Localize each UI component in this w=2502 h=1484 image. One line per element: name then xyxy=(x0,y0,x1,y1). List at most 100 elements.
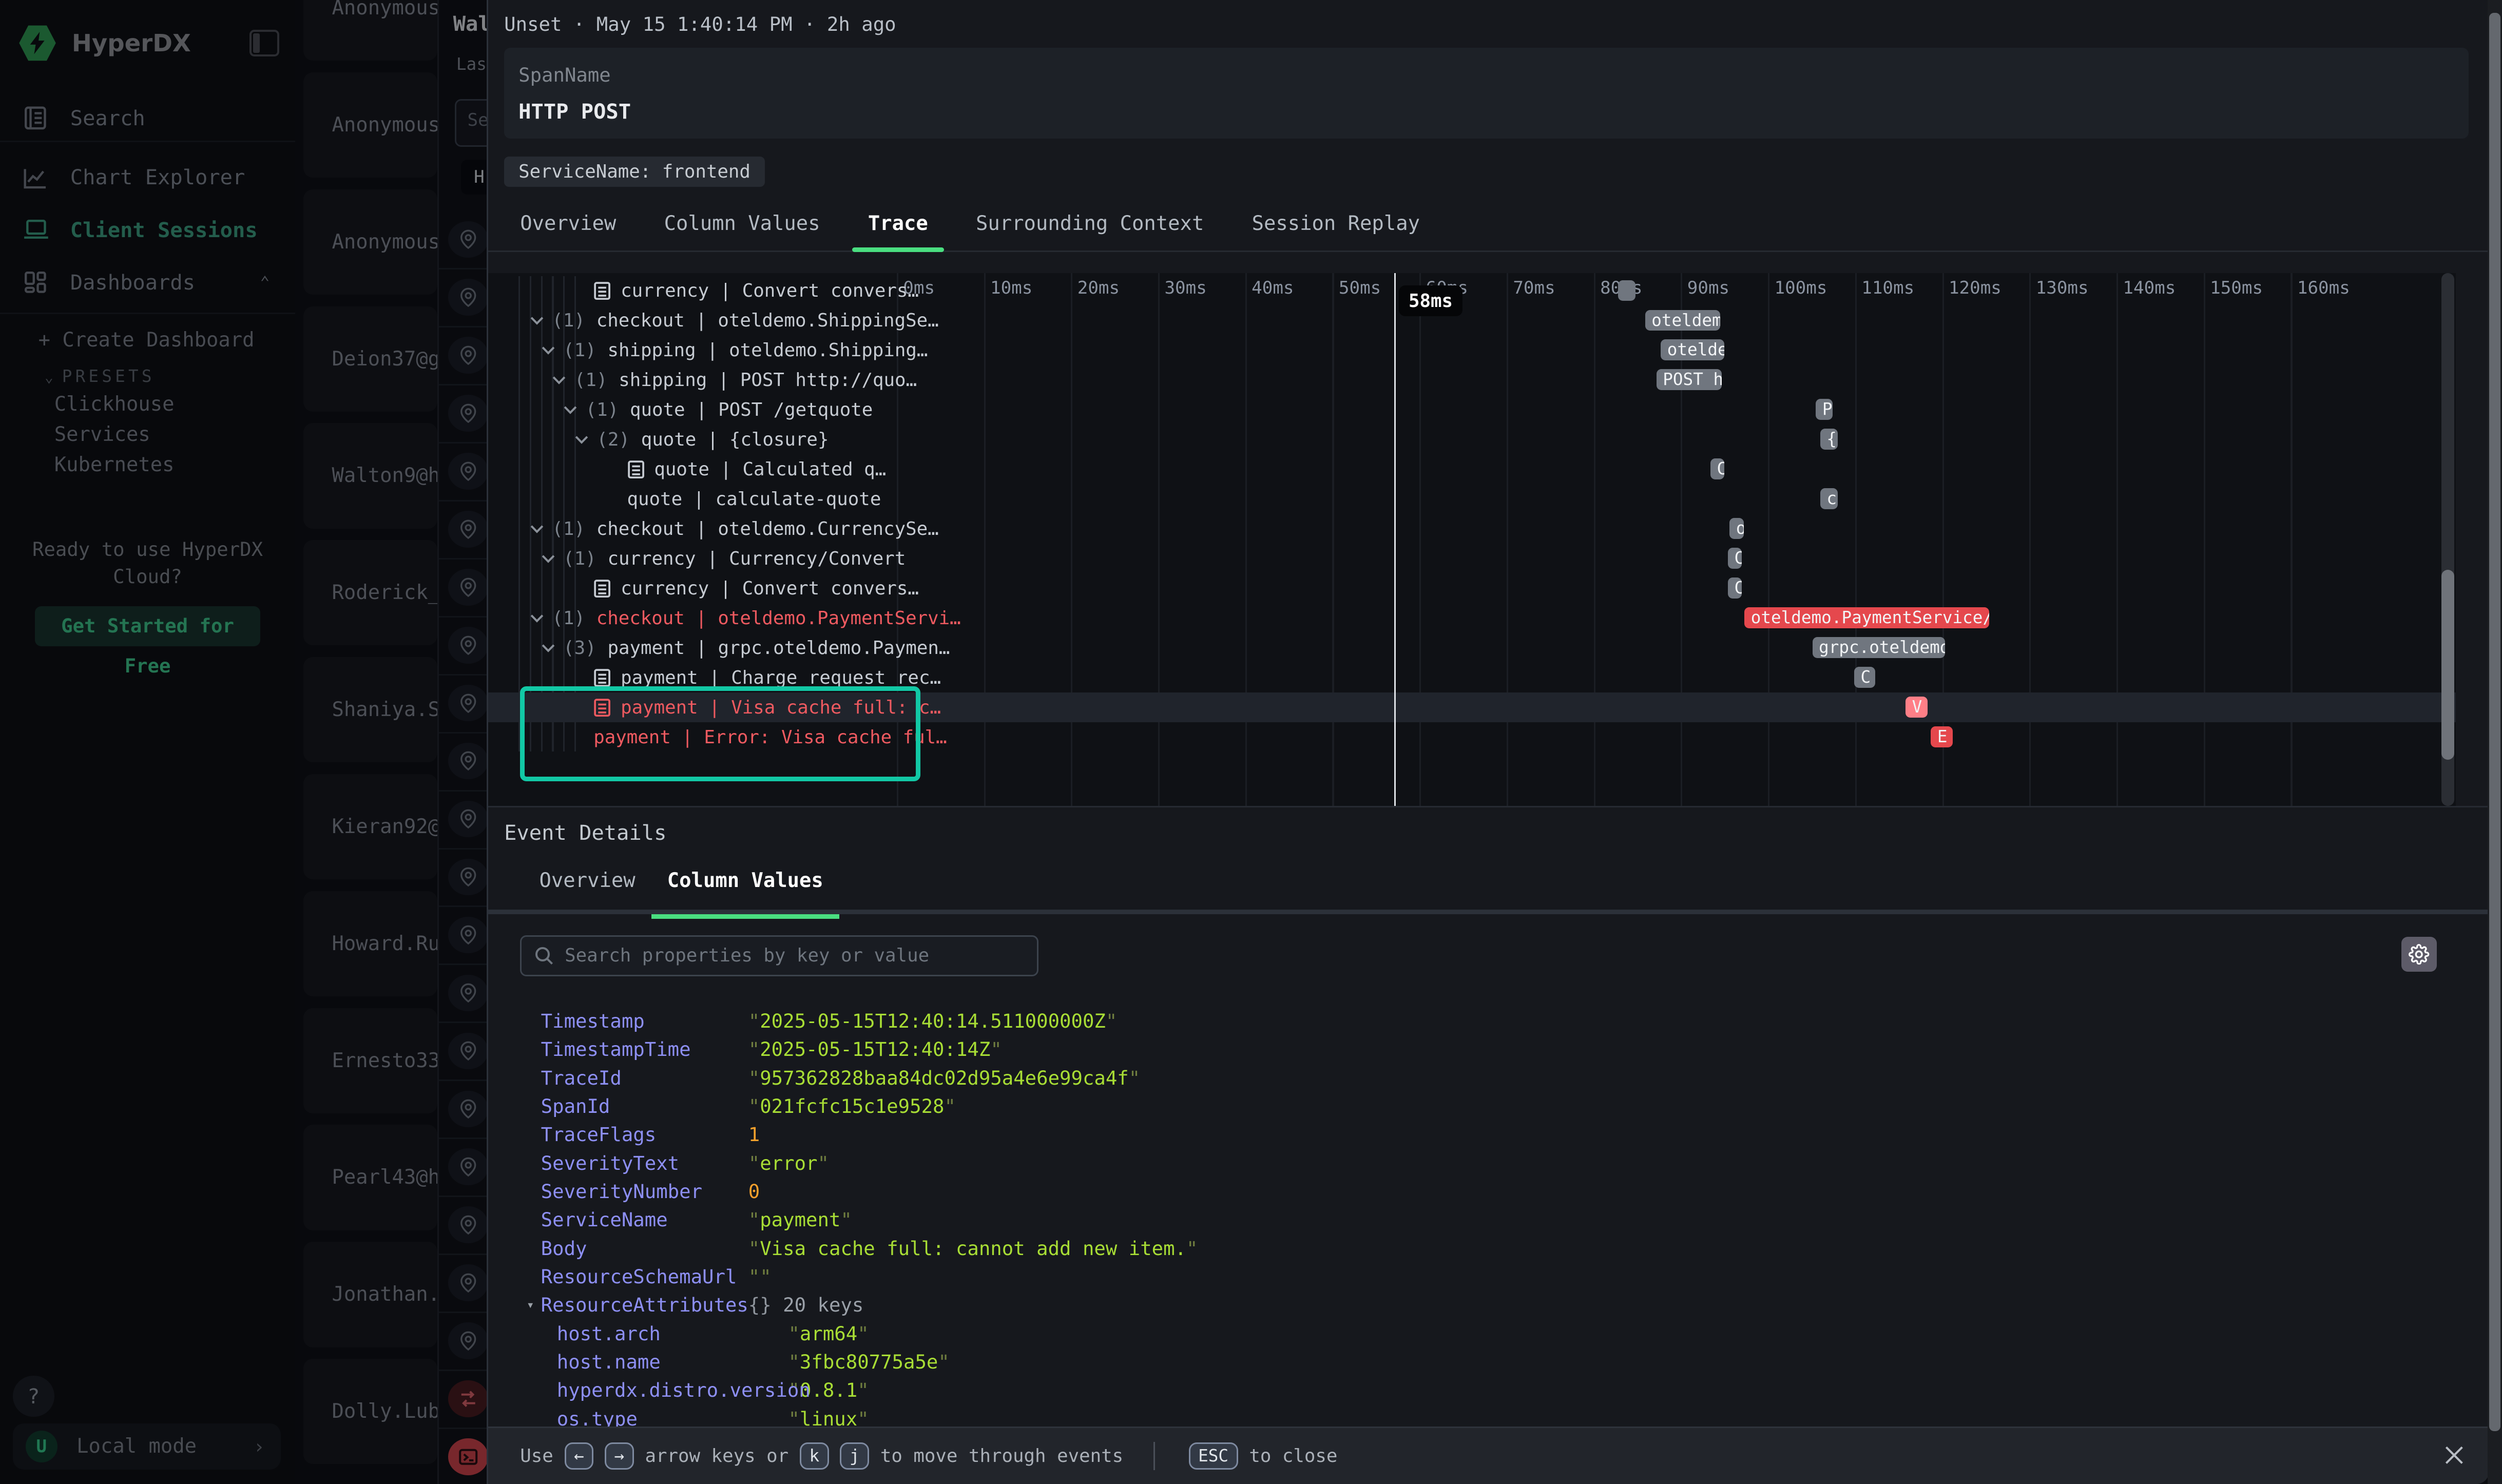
location-pin-icon[interactable] xyxy=(448,684,489,722)
location-pin-icon[interactable] xyxy=(448,1322,489,1359)
session-card[interactable]: Anonymous xyxy=(303,0,437,61)
location-pin-icon[interactable] xyxy=(448,1206,489,1243)
location-pin-icon[interactable] xyxy=(448,279,489,316)
trace-span-row[interactable]: (1) quote | POST /getquote P xyxy=(488,395,2456,425)
sidebar-preset-item[interactable]: Kubernetes xyxy=(54,453,175,476)
trace-span-row[interactable]: payment | Visa cache full: c… V xyxy=(488,692,2456,723)
modal-backdrop[interactable] xyxy=(0,0,487,1484)
terminal-icon[interactable] xyxy=(448,1438,489,1475)
property-row[interactable]: TraceFlags 1 xyxy=(541,1121,760,1149)
trace-span-row[interactable]: (1) shipping | POST http://quo… POST h xyxy=(488,365,2456,395)
span-duration-bar[interactable]: oteldem xyxy=(1661,339,1725,360)
location-pin-icon[interactable] xyxy=(448,221,489,258)
session-search-input[interactable]: Sea xyxy=(454,99,489,147)
span-duration-bar[interactable]: POST h xyxy=(1656,369,1722,390)
trace-span-row[interactable]: (1) shipping | oteldemo.Shipping… oteldem xyxy=(488,336,2456,365)
swap-arrows-icon[interactable] xyxy=(448,1380,489,1417)
trace-span-row[interactable]: quote | calculate-quote c xyxy=(488,485,2456,514)
trace-span-row[interactable]: currency | Convert convers… C xyxy=(488,573,2456,603)
session-card[interactable]: Anonymous xyxy=(303,189,437,295)
event-details-tab-overview[interactable]: Overview xyxy=(539,869,636,892)
waterfall-scrollbar-thumb[interactable] xyxy=(2441,569,2454,760)
event-details-tab-column-values[interactable]: Column Values xyxy=(651,862,839,919)
span-duration-bar[interactable]: { xyxy=(1820,429,1838,450)
location-pin-icon[interactable] xyxy=(448,800,489,838)
location-pin-icon[interactable] xyxy=(448,1032,489,1070)
trace-span-row[interactable]: (1) checkout | oteldemo.ShippingSe… otelde… xyxy=(488,306,2456,336)
session-card[interactable]: Pearl43@ho xyxy=(303,1125,437,1230)
location-pin-icon[interactable] xyxy=(448,511,489,548)
tab-column-values[interactable]: Column Values xyxy=(664,211,820,235)
trace-span-row[interactable]: payment | Charge request rec… C xyxy=(488,663,2456,692)
tab-overview[interactable]: Overview xyxy=(520,211,617,235)
help-button[interactable]: ? xyxy=(12,1375,54,1417)
sidebar-preset-item[interactable]: Clickhouse xyxy=(54,392,175,416)
location-pin-icon[interactable] xyxy=(448,337,489,374)
trace-span-row[interactable]: (1) checkout | oteldemo.CurrencySe… o xyxy=(488,514,2456,544)
span-duration-bar[interactable] xyxy=(1618,280,1636,301)
session-card[interactable]: Roderick_S xyxy=(303,540,437,646)
create-dashboard-button[interactable]: + Create Dashboard xyxy=(38,329,255,352)
property-row[interactable]: SeverityText "error" xyxy=(541,1149,829,1177)
span-duration-bar[interactable]: C xyxy=(1710,458,1725,479)
tab-trace[interactable]: Trace xyxy=(852,201,944,253)
location-pin-icon[interactable] xyxy=(448,453,489,490)
span-duration-bar[interactable]: grpc.oteldemo. xyxy=(1812,637,1945,658)
trace-span-row[interactable]: quote | Calculated q… C xyxy=(488,455,2456,485)
session-card[interactable]: Kieran92@h xyxy=(303,774,437,880)
property-row[interactable]: SeverityNumber 0 xyxy=(541,1177,760,1205)
session-card[interactable]: Walton9@ho xyxy=(303,423,437,529)
session-card[interactable]: Deion37@gm xyxy=(303,306,437,412)
property-row[interactable]: ServiceName "payment" xyxy=(541,1206,852,1234)
session-card[interactable]: Ernesto33@ xyxy=(303,1008,437,1113)
trace-span-row[interactable]: currency | Convert convers… xyxy=(488,276,2456,306)
local-mode-button[interactable]: U Local mode › xyxy=(12,1423,281,1470)
location-pin-icon[interactable] xyxy=(448,627,489,664)
span-duration-bar[interactable]: V xyxy=(1906,697,1928,718)
span-duration-bar[interactable]: o xyxy=(1729,518,1744,539)
session-card[interactable]: Shaniya.So xyxy=(303,657,437,763)
span-duration-bar[interactable]: c xyxy=(1820,488,1838,509)
location-pin-icon[interactable] xyxy=(448,858,489,896)
location-pin-icon[interactable] xyxy=(448,1090,489,1127)
property-row[interactable]: Body "Visa cache full: cannot add new ite… xyxy=(541,1234,1198,1262)
property-row[interactable]: os.type "linux" xyxy=(557,1404,869,1433)
span-duration-bar[interactable]: P xyxy=(1816,399,1833,420)
location-pin-icon[interactable] xyxy=(448,916,489,954)
session-card[interactable]: Jonathan.B xyxy=(303,1242,437,1347)
location-pin-icon[interactable] xyxy=(448,569,489,606)
property-row[interactable]: host.arch "arm64" xyxy=(557,1319,869,1347)
trace-span-row[interactable]: (2) quote | {closure} { xyxy=(488,425,2456,455)
span-duration-bar[interactable]: E xyxy=(1931,726,1953,747)
tab-surrounding-context[interactable]: Surrounding Context xyxy=(976,211,1204,235)
sidebar-item-search[interactable]: Search xyxy=(0,94,295,142)
tab-session-replay[interactable]: Session Replay xyxy=(1252,211,1420,235)
expander-triangle-icon[interactable]: ▾ xyxy=(526,1297,534,1312)
property-row[interactable]: SpanId "021fcfc15c1e9528" xyxy=(541,1092,956,1120)
sidebar-toggle-icon[interactable] xyxy=(249,30,279,56)
session-filter-button[interactable]: H xyxy=(461,159,489,195)
span-duration-bar[interactable]: C xyxy=(1728,577,1742,599)
property-row[interactable]: ▾ ResourceAttributes{} 20 keys xyxy=(527,1291,864,1319)
property-row[interactable]: hyperdx.distro.version "0.8.1" xyxy=(557,1376,869,1404)
location-pin-icon[interactable] xyxy=(448,742,489,780)
span-duration-bar[interactable]: oteldemo. xyxy=(1645,310,1720,331)
property-row[interactable]: TimestampTime "2025-05-15T12:40:14Z" xyxy=(541,1035,1002,1064)
location-pin-icon[interactable] xyxy=(448,974,489,1012)
property-row[interactable]: Timestamp "2025-05-15T12:40:14.511000000Z… xyxy=(541,1007,1118,1035)
trace-span-row[interactable]: (1) checkout | oteldemo.PaymentServi… otel… xyxy=(488,603,2456,633)
service-name-tag[interactable]: ServiceName: frontend xyxy=(504,156,765,187)
property-row[interactable]: TraceId "957362828baa84dc02d95a4e6e99ca4f… xyxy=(541,1064,1141,1092)
get-started-button[interactable]: Get Started for Free xyxy=(35,606,260,677)
sidebar-item-dashboards[interactable]: Dashboards ⌃ xyxy=(0,259,295,306)
span-duration-bar[interactable]: oteldemo.PaymentService/Char xyxy=(1744,607,1990,628)
trace-span-row[interactable]: (3) payment | grpc.oteldemo.Paymen… grpc.o… xyxy=(488,633,2456,663)
presets-toggle[interactable]: ⌄ PRESETS xyxy=(45,364,340,387)
location-pin-icon[interactable] xyxy=(448,1264,489,1301)
sidebar-preset-item[interactable]: Services xyxy=(54,422,150,446)
close-icon[interactable] xyxy=(2441,1442,2467,1468)
settings-gear-button[interactable] xyxy=(2401,936,2437,972)
properties-search-input[interactable]: Search properties by key or value xyxy=(520,935,1039,977)
span-duration-bar[interactable]: C xyxy=(1854,667,1875,688)
session-card[interactable]: Anonymous xyxy=(303,72,437,178)
